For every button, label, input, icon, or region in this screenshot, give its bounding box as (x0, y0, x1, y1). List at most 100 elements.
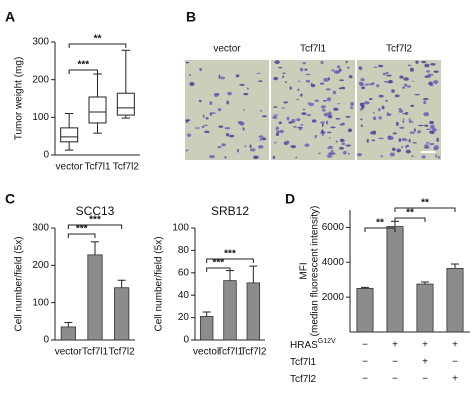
stained-cell (319, 82, 325, 85)
stained-cell (399, 75, 404, 79)
panel-letter: D (285, 191, 295, 207)
significance-bracket (68, 69, 98, 74)
stained-cell (325, 120, 329, 125)
significance-label: ** (421, 198, 429, 209)
stained-cell (239, 83, 245, 86)
significance-bracket (67, 233, 96, 238)
stained-cell (386, 71, 389, 74)
stained-cell (409, 67, 414, 72)
stained-cell (386, 74, 392, 77)
stained-cell (328, 137, 331, 139)
bar (416, 283, 434, 333)
condition-name: Tcf7l2 (290, 374, 317, 385)
condition-label: Tcf7l1 (290, 357, 317, 368)
stained-cell (201, 125, 205, 129)
stained-cell (244, 145, 247, 148)
stained-cell (386, 113, 392, 117)
box (88, 96, 107, 124)
stained-cell (403, 83, 408, 87)
stained-cell (323, 112, 330, 117)
stained-cell (321, 129, 324, 134)
bar (60, 326, 76, 341)
stained-cell (430, 74, 434, 76)
stained-cell (389, 152, 395, 157)
y-axis-label: Cell number/field (5x) (14, 236, 25, 331)
y-tick-label: 100 (32, 112, 49, 123)
stained-cell (249, 144, 252, 149)
stained-cell (333, 152, 336, 155)
stained-cell (360, 82, 364, 86)
stained-cell (185, 61, 190, 64)
stained-cell (226, 100, 229, 105)
condition-value: − (392, 374, 398, 385)
stained-cell (272, 155, 276, 159)
stained-cell (278, 66, 283, 69)
stained-cell (381, 105, 385, 110)
y-tick-label: 20 (178, 312, 190, 323)
stained-cell (424, 63, 430, 68)
stained-cell (358, 66, 362, 70)
stained-cell (336, 65, 341, 69)
stained-cell (301, 112, 307, 116)
bar (386, 226, 404, 333)
stained-cell (387, 79, 393, 84)
significance-bracket (68, 43, 127, 48)
stained-cell (283, 101, 289, 104)
stained-cell (286, 140, 290, 145)
stained-cell (306, 114, 312, 116)
stained-cell (314, 99, 319, 103)
box (60, 127, 79, 143)
stained-cell (376, 84, 380, 88)
stained-cell (300, 123, 304, 126)
x-tick-label: vector (56, 162, 84, 173)
stained-cell (387, 136, 393, 141)
stained-cell (331, 69, 335, 72)
stained-cell (421, 60, 427, 64)
y-axis-label: MFI (299, 262, 310, 279)
stained-cell (410, 104, 415, 107)
stained-cell (430, 62, 436, 66)
stained-cell (330, 149, 334, 154)
stained-cell (415, 60, 419, 64)
significance-label: *** (89, 215, 101, 226)
stained-cell (378, 107, 381, 112)
stained-cell (227, 91, 233, 96)
stained-cell (345, 144, 352, 147)
stained-cell (382, 72, 387, 76)
stained-cell (298, 80, 301, 83)
stained-cell (433, 80, 439, 85)
stained-cell (194, 127, 201, 129)
y-tick-label: 2000 (322, 292, 345, 303)
stained-cell (323, 77, 330, 82)
stained-cell (403, 77, 409, 81)
y-tick-label: 100 (172, 223, 189, 234)
bar (199, 316, 214, 341)
stained-cell (184, 119, 191, 121)
stained-cell (423, 112, 430, 117)
significance-label: ** (406, 208, 414, 219)
stained-cell (256, 72, 261, 74)
stained-cell (348, 75, 353, 79)
stained-cell (398, 108, 402, 110)
significance-label: *** (224, 249, 236, 260)
bar (114, 287, 130, 341)
significance-label: *** (77, 60, 89, 71)
stained-cell (286, 116, 290, 121)
stained-cell (350, 106, 354, 110)
stained-cell (405, 139, 408, 141)
stained-cell (408, 118, 411, 123)
stained-cell (273, 76, 279, 81)
stained-cell (394, 94, 400, 98)
y-tick-label: 0 (183, 335, 189, 346)
condition-value: + (422, 357, 428, 368)
stained-cell (384, 81, 389, 83)
stained-cell (320, 105, 326, 109)
stained-cell (253, 155, 259, 160)
stained-cell (339, 123, 345, 126)
stained-cell (426, 70, 431, 73)
stained-cell (320, 121, 326, 124)
stained-cell (185, 149, 189, 152)
bar (446, 267, 464, 333)
stained-cell (372, 116, 377, 121)
